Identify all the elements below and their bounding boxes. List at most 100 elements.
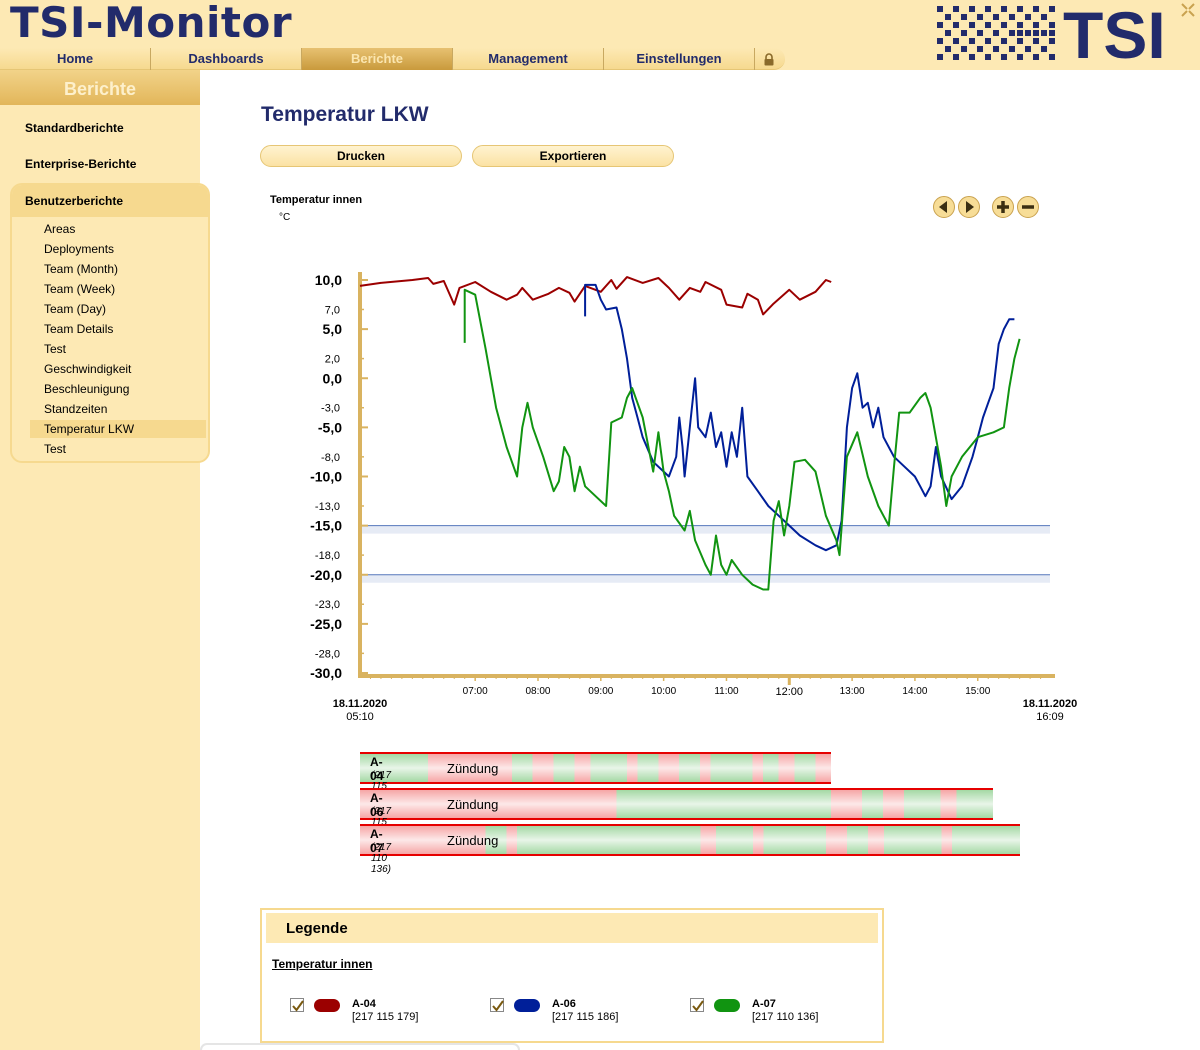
app-title: TSI-Monitor xyxy=(10,0,293,47)
ignition-label: Zündung xyxy=(447,761,499,776)
submenu-item-areas[interactable]: Areas xyxy=(44,222,76,236)
y-minor-tick-label: 7,0 xyxy=(325,304,340,316)
ignition-vehicle-name: A-04 xyxy=(370,755,384,783)
legend-item-id: [217 110 136] xyxy=(752,1011,819,1023)
y-tick-label: 10,0 xyxy=(315,272,342,288)
ignition-label: Zündung xyxy=(447,833,499,848)
lock-icon[interactable] xyxy=(755,48,783,70)
minus-icon[interactable] xyxy=(1016,195,1040,219)
x-tick-label: 07:00 xyxy=(463,686,488,697)
submenu-item-team-day[interactable]: Team (Day) xyxy=(44,302,107,316)
sidebar-submenu: Benutzerberichte xyxy=(10,183,210,463)
legend-swatch xyxy=(314,999,340,1012)
submenu-item-deployments[interactable]: Deployments xyxy=(44,242,115,256)
legend-item-name: A-07 xyxy=(752,998,776,1010)
submenu-item-team-week[interactable]: Team (Week) xyxy=(44,282,116,296)
sidebar-item-benutzerberichte[interactable]: Benutzerberichte xyxy=(12,185,208,217)
checkbox-checked-icon[interactable] xyxy=(290,998,304,1012)
y-minor-tick-label: -28,0 xyxy=(315,648,340,660)
arrow-right-icon[interactable] xyxy=(957,195,981,219)
legend-item-a07[interactable]: A-07 [217 110 136] xyxy=(690,996,870,1026)
export-button[interactable]: Exportieren xyxy=(472,145,674,167)
nav-tab-berichte[interactable]: Berichte xyxy=(302,48,453,70)
legend-subtitle: Temperatur innen xyxy=(272,957,373,971)
x-tick-label: 11:00 xyxy=(714,686,739,697)
nav-tab-dashboards[interactable]: Dashboards xyxy=(151,48,302,70)
x-tick-label: 13:00 xyxy=(840,686,865,697)
y-minor-tick-label: -23,0 xyxy=(315,599,340,611)
chart-unit: °C xyxy=(279,212,291,223)
y-tick-label: 0,0 xyxy=(323,370,343,386)
ignition-label: Zündung xyxy=(447,797,499,812)
legend-item-a04[interactable]: A-04 [217 115 179] xyxy=(290,996,470,1026)
chart-title: Temperatur innen xyxy=(270,194,363,206)
ignition-bar xyxy=(360,752,832,784)
legend-item-name: A-06 xyxy=(552,998,576,1010)
legend-header: Legende xyxy=(266,913,878,943)
nav-tab-einstellungen[interactable]: Einstellungen xyxy=(604,48,755,70)
series-line-a-04 xyxy=(359,276,832,316)
legend-item-a06[interactable]: A-06 [217 115 186] xyxy=(490,996,670,1026)
legend-item-id: [217 115 179] xyxy=(352,1011,419,1023)
legend: Legende Temperatur innen A-04 [217 115 1… xyxy=(260,908,884,1043)
submenu-item-test-2[interactable]: Test xyxy=(44,442,67,456)
y-minor-tick-label: -3,0 xyxy=(321,403,340,415)
y-minor-tick-label: -18,0 xyxy=(315,550,340,562)
legend-swatch xyxy=(714,999,740,1012)
print-button[interactable]: Drucken xyxy=(260,145,462,167)
ignition-vehicle-id: (217 110 136) xyxy=(371,842,392,875)
submenu-item-beschleunigung[interactable]: Beschleunigung xyxy=(44,382,130,396)
y-tick-label: -5,0 xyxy=(318,419,342,435)
x-start-date: 18.11.2020 xyxy=(333,698,387,710)
y-tick-label: -25,0 xyxy=(310,616,342,632)
x-start-time: 05:10 xyxy=(346,711,374,723)
ignition-bar xyxy=(360,788,994,820)
y-minor-tick-label: -8,0 xyxy=(321,452,340,464)
selected-row-highlight xyxy=(30,420,206,438)
checkbox-checked-icon[interactable] xyxy=(690,998,704,1012)
y-tick-label: -15,0 xyxy=(310,518,342,534)
x-tick-label: 12:00 xyxy=(776,686,804,698)
footer-tab xyxy=(200,1043,520,1050)
nav-tab-management[interactable]: Management xyxy=(453,48,604,70)
y-minor-tick-label: -13,0 xyxy=(315,501,340,513)
sidebar-item-label: Benutzerberichte xyxy=(25,194,124,208)
submenu-item-team-month[interactable]: Team (Month) xyxy=(44,262,119,276)
ignition-vehicle-name: A-07 xyxy=(370,827,384,855)
plus-icon[interactable] xyxy=(991,195,1015,219)
ignition-vehicle-name: A-06 xyxy=(370,791,384,819)
resize-icon[interactable] xyxy=(1180,2,1196,18)
sidebar-item-standardberichte[interactable]: Standardberichte xyxy=(25,121,124,135)
sidebar-title: Berichte xyxy=(0,70,200,105)
x-tick-label: 14:00 xyxy=(902,686,927,697)
chart-controls xyxy=(932,195,1044,219)
submenu-item-team-details[interactable]: Team Details xyxy=(44,322,114,336)
ignition-bar xyxy=(360,824,1020,856)
arrow-left-icon[interactable] xyxy=(932,195,956,219)
sidebar-item-enterprise-berichte[interactable]: Enterprise-Berichte xyxy=(25,157,137,171)
y-tick-label: -10,0 xyxy=(310,469,342,485)
logo-text: TSI xyxy=(1063,2,1166,66)
legend-swatch xyxy=(514,999,540,1012)
y-tick-label: 5,0 xyxy=(323,321,343,337)
sidebar: Berichte Standardberichte Enterprise-Ber… xyxy=(0,70,210,1050)
x-tick-label: 10:00 xyxy=(651,686,676,697)
nav-tab-home[interactable]: Home xyxy=(0,48,151,70)
checkbox-checked-icon[interactable] xyxy=(490,998,504,1012)
x-tick-label: 15:00 xyxy=(965,686,990,697)
series-line-a-06 xyxy=(584,283,1015,552)
legend-item-id: [217 115 186] xyxy=(552,1011,619,1023)
threshold-band xyxy=(360,574,1050,583)
temperature-chart: 10,0 5,0 0,0 -5,0 -10,0 -15,0 -20,0 -25,0 -30,0 7… xyxy=(310,272,1077,723)
submenu-item-standzeiten[interactable]: Standzeiten xyxy=(44,402,108,416)
submenu-item-test[interactable]: Test xyxy=(44,342,67,356)
submenu-item-geschwindigkeit[interactable]: Geschwindigkeit xyxy=(44,362,132,376)
y-tick-label: -30,0 xyxy=(310,665,342,681)
x-end-time: 16:09 xyxy=(1036,711,1064,723)
series-line-a-07 xyxy=(463,288,1021,591)
threshold-band xyxy=(360,525,1050,534)
page-title: Temperatur LKW xyxy=(261,103,429,126)
legend-title: Legende xyxy=(286,920,348,937)
submenu-item-temperatur-lkw[interactable]: Temperatur LKW xyxy=(44,422,135,436)
x-tick-label: 09:00 xyxy=(588,686,613,697)
